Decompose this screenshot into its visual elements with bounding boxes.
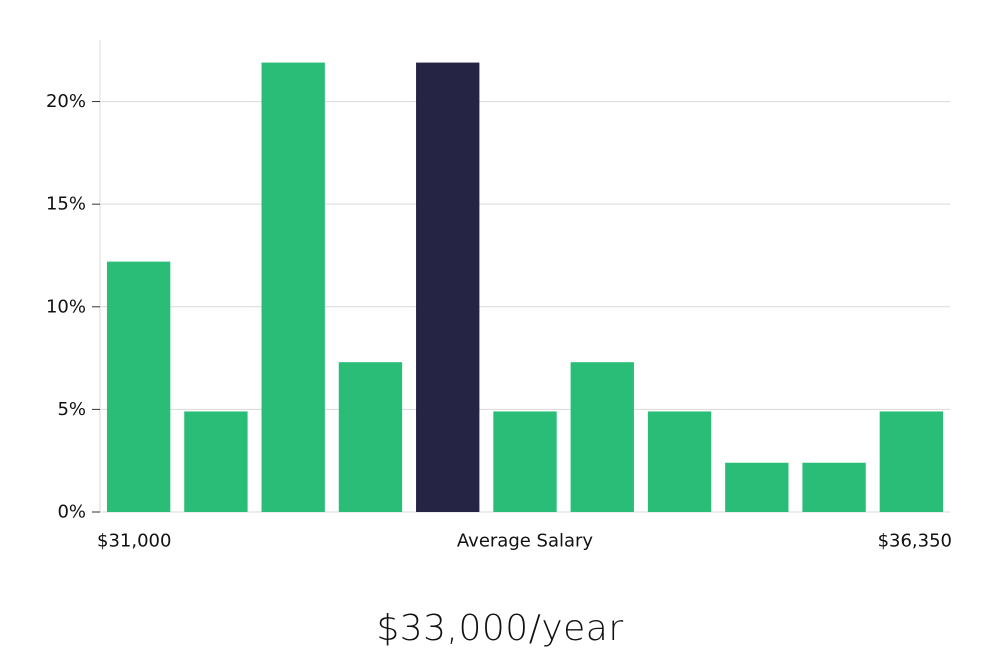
y-tick-label: 0% (57, 502, 86, 523)
bar (493, 411, 557, 512)
bar (647, 411, 712, 512)
bar (725, 462, 789, 512)
bar-highlight (416, 62, 480, 512)
x-max-label: $36,350 (878, 531, 952, 552)
y-tick-label: 20% (46, 91, 86, 112)
salary-histogram-chart: 0% 5% 10% 15% 20% $31,000 Average Salary $36… (46, 40, 952, 552)
bar (184, 411, 248, 512)
y-tick-label: 10% (46, 296, 86, 317)
y-tick-label: 5% (57, 399, 86, 420)
bar (261, 62, 325, 512)
bar (106, 261, 171, 512)
bar (338, 362, 403, 512)
x-min-label: $31,000 (97, 531, 171, 552)
x-axis-label: Average Salary (457, 531, 594, 552)
bar (879, 411, 944, 512)
y-tick-label: 15% (46, 194, 86, 215)
bar (570, 362, 634, 512)
bar (802, 462, 866, 512)
average-salary-value: $33,000/year (376, 608, 624, 649)
bars (106, 62, 944, 512)
y-axis-ticks: 0% 5% 10% 15% 20% (46, 91, 100, 523)
